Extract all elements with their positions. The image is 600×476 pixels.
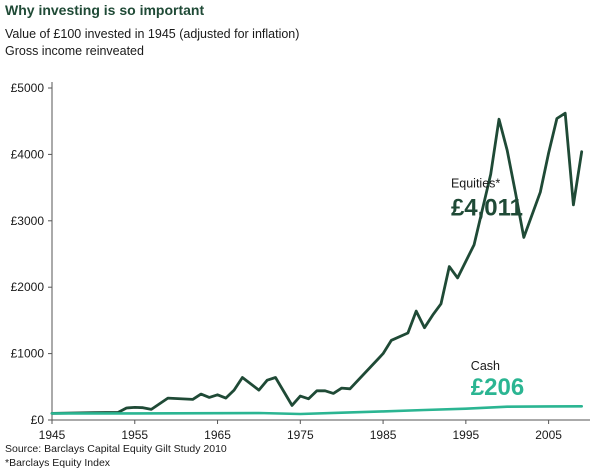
y-tick-label: £0 (31, 413, 45, 427)
index-note: *Barclays Equity Index (5, 457, 111, 469)
x-tick-label: 1995 (452, 428, 479, 442)
axes: £0 £1000 £2000 £3000 £4000 £5000 1945 1955 1965 1… (11, 81, 590, 442)
chart-title: Why investing is so important (5, 2, 205, 18)
y-tick-label: £2000 (11, 280, 45, 294)
equities-legend-label: Equities* (451, 177, 500, 191)
equities-end-value: £4,011 (451, 194, 523, 221)
subtitle-line-1: Value of £100 invested in 1945 (adjusted… (5, 27, 300, 41)
y-tick-label: £1000 (11, 347, 45, 361)
x-tick-label: 1985 (370, 428, 397, 442)
y-tick-label: £5000 (11, 81, 45, 95)
cash-end-value: £206 (471, 374, 524, 401)
x-tick-label: 2005 (535, 428, 562, 442)
x-tick-label: 1945 (39, 428, 66, 442)
cash-legend-label: Cash (471, 359, 500, 373)
cash-series-line (50, 405, 583, 416)
x-tick-label: 1955 (121, 428, 148, 442)
y-tick-label: £4000 (11, 147, 45, 161)
footnotes: Source: Barclays Capital Equity Gilt Stu… (5, 442, 227, 470)
x-tick-label: 1975 (287, 428, 314, 442)
x-tick-label: 1965 (204, 428, 231, 442)
chart-subtitle: Value of £100 invested in 1945 (adjusted… (5, 26, 299, 60)
equities-series-line (50, 111, 584, 415)
series-layer (50, 111, 584, 416)
subtitle-line-2: Gross income reinveated (5, 44, 144, 58)
source-note: Source: Barclays Capital Equity Gilt Stu… (5, 443, 227, 455)
y-tick-label: £3000 (11, 214, 45, 228)
series-labels: Equities* £4,011 Cash £206 (451, 177, 524, 401)
